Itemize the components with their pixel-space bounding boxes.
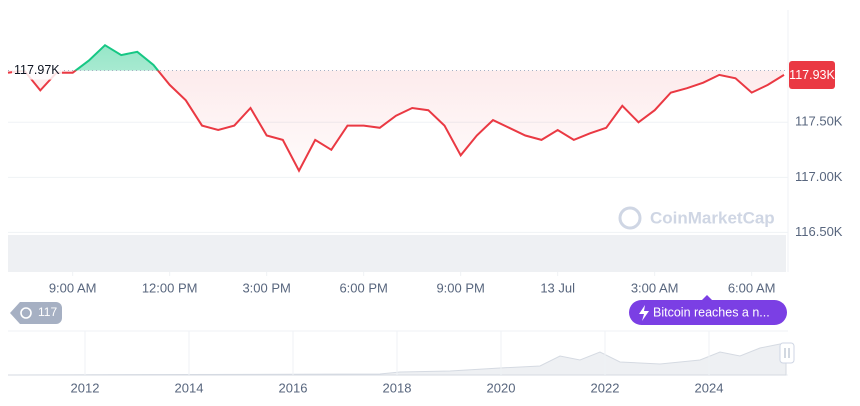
watermark: CoinMarketCap [618, 206, 775, 230]
current-price-label: 117.93K [789, 68, 835, 82]
x-tick-label: 6:00 AM [728, 280, 776, 295]
baseline-label-bg [12, 61, 62, 80]
navigator-year: 2016 [279, 380, 308, 395]
baseline-label: 117.97K [14, 63, 60, 77]
navigator-year: 2012 [71, 380, 100, 395]
y-tick-label: 116.50K [795, 224, 843, 239]
x-tick-label: 13 Jul [540, 280, 575, 295]
x-tick-label: 3:00 PM [242, 280, 290, 295]
volume-area [8, 235, 786, 272]
x-tick-label: 9:00 PM [436, 280, 484, 295]
y-tick-label: 117.00K [795, 169, 843, 184]
navigator-year: 2024 [695, 380, 724, 395]
line-up [16, 43, 160, 71]
navigator-year: 2018 [383, 380, 412, 395]
current-price-tag [789, 60, 835, 89]
x-tick-label: 12:00 PM [142, 280, 198, 295]
navigator-year: 2014 [175, 380, 204, 395]
area-down [8, 70, 784, 171]
navigator-year: 2022 [591, 380, 620, 395]
navigator [7, 330, 795, 376]
y-tick-label: 117.50K [795, 114, 843, 129]
x-tick-label: 9:00 AM [49, 280, 97, 295]
x-tick-label: 6:00 PM [339, 280, 387, 295]
watermark-text: CoinMarketCap [650, 208, 775, 227]
count-badge[interactable]: 117 [10, 302, 62, 324]
news-badge[interactable]: Bitcoin reaches a n... [629, 295, 787, 325]
area-up [8, 45, 784, 71]
x-tick-label: 3:00 AM [631, 280, 679, 295]
news-text: Bitcoin reaches a n... [653, 305, 770, 319]
count-text: 117 [38, 305, 57, 319]
line-down [7, 70, 785, 173]
navigator-year: 2020 [487, 380, 516, 395]
